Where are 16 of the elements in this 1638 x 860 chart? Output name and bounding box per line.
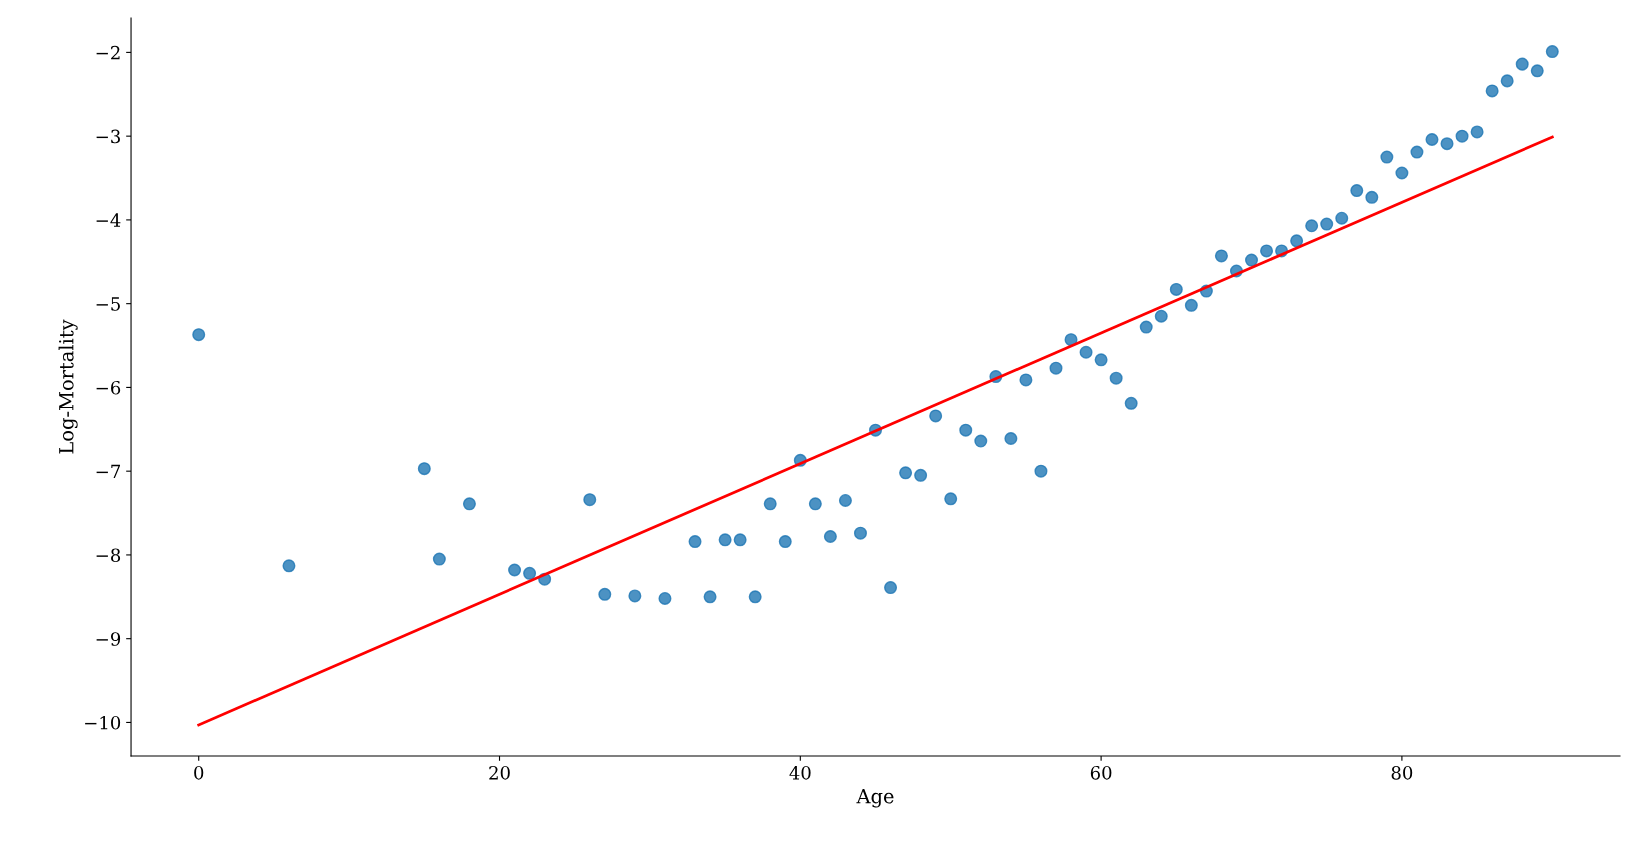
- y-axis-title: Log-Mortality: [58, 319, 78, 454]
- y-tick-label: −10: [85, 715, 121, 730]
- y-tick-label: −7: [96, 464, 121, 479]
- x-tick-label: 0: [194, 765, 204, 780]
- x-tick-label: 20: [489, 765, 510, 780]
- y-tick-label: −9: [96, 632, 121, 646]
- x-tick-label: 80: [1391, 765, 1413, 780]
- y-tick-label: −6: [96, 380, 121, 395]
- y-tick-label: −3: [96, 129, 120, 144]
- y-tick-label: −4: [96, 213, 121, 227]
- y-tick-label: −8: [96, 548, 121, 563]
- y-tick-label: −5: [96, 297, 120, 311]
- x-axis-title: Age: [856, 789, 894, 808]
- y-tick-label: −2: [96, 45, 120, 60]
- x-tick-label: 40: [789, 765, 811, 780]
- x-tick-label: 60: [1090, 765, 1112, 780]
